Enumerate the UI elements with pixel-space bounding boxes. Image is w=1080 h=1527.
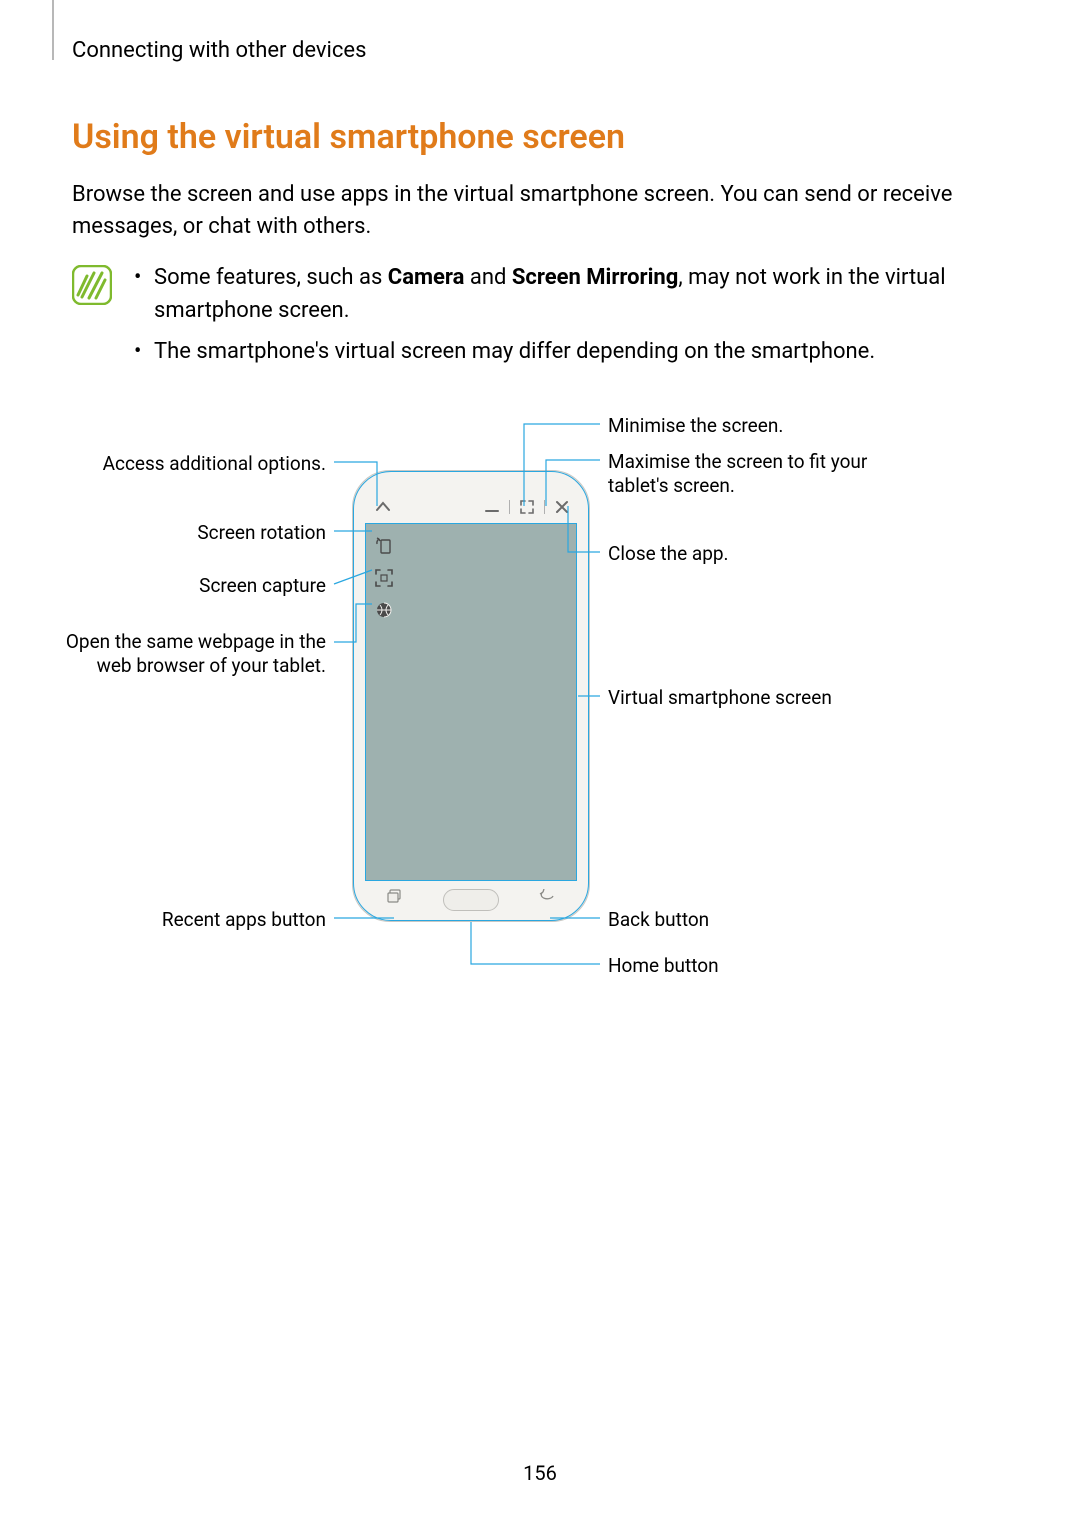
section-heading: Using the virtual smartphone screen — [72, 117, 1008, 157]
label-recent: Recent apps button — [162, 908, 326, 933]
note-1-mid: and — [464, 265, 511, 290]
label-close: Close the app. — [608, 542, 729, 567]
label-back: Back button — [608, 908, 709, 933]
phone-topbar — [363, 497, 579, 517]
note-1-bold-mirroring: Screen Mirroring — [512, 265, 678, 290]
globe-icon — [375, 601, 393, 619]
virtual-screen — [365, 523, 577, 881]
page-number: 156 — [523, 1461, 557, 1485]
separator — [509, 500, 510, 514]
minimise-icon — [485, 500, 499, 514]
label-virtual-screen: Virtual smartphone screen — [608, 686, 832, 711]
breadcrumb: Connecting with other devices — [72, 38, 1008, 63]
rotation-icon — [375, 537, 393, 555]
maximise-icon — [520, 500, 534, 514]
note-list: Some features, such as Camera and Screen… — [130, 261, 1008, 376]
close-icon — [555, 500, 569, 514]
label-rotation: Screen rotation — [197, 521, 326, 546]
label-minimise: Minimise the screen. — [608, 414, 783, 439]
note-1-bold-camera: Camera — [388, 265, 465, 290]
home-hard-button — [443, 889, 499, 911]
label-maximise: Maximise the screen to fit your tablet's… — [608, 450, 908, 499]
recent-apps-soft-button — [387, 888, 403, 907]
page-content: Connecting with other devices Using the … — [0, 0, 1080, 1006]
note-icon — [72, 265, 112, 309]
note-item-2: The smartphone's virtual screen may diff… — [130, 335, 1008, 368]
label-capture: Screen capture — [199, 574, 326, 599]
label-webpage: Open the same webpage in the web browser… — [56, 630, 326, 679]
left-margin-rule — [52, 0, 54, 60]
intro-paragraph: Browse the screen and use apps in the vi… — [72, 179, 1008, 243]
capture-icon — [375, 569, 393, 587]
chevron-up-icon — [375, 499, 391, 515]
label-home: Home button — [608, 954, 719, 979]
phone-mock — [352, 470, 590, 922]
note-item-1: Some features, such as Camera and Screen… — [130, 261, 1008, 327]
back-soft-button — [539, 888, 555, 907]
label-options: Access additional options. — [103, 452, 326, 477]
separator — [544, 500, 545, 514]
diagram: Minimise the screen. Maximise the screen… — [72, 406, 1008, 1006]
note-1-pre: Some features, such as — [154, 265, 388, 290]
side-action-icons — [375, 537, 393, 619]
note-block: Some features, such as Camera and Screen… — [72, 261, 1008, 376]
